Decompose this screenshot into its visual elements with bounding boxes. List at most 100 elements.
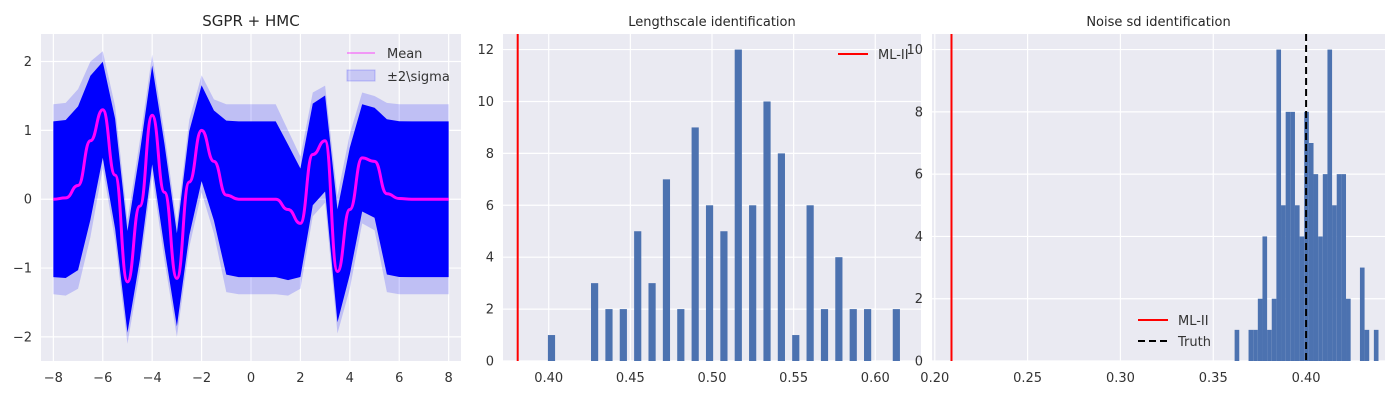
histogram-bar	[677, 309, 685, 361]
histogram-bar	[591, 283, 599, 361]
y-tick-label: 1	[24, 124, 32, 139]
histogram-bar	[1341, 174, 1347, 361]
histogram-bar	[1267, 329, 1272, 361]
histogram-bar	[1281, 205, 1286, 361]
x-tick-label: −8	[44, 371, 63, 386]
histogram-bar	[792, 335, 800, 361]
legend-ml2-label: ML-II	[1178, 314, 1209, 329]
histogram-bar	[1248, 329, 1254, 361]
mean-line	[53, 108, 449, 284]
histogram-bar	[820, 309, 829, 361]
histogram-bar	[1318, 236, 1323, 361]
y-tick-label: 10	[906, 43, 923, 58]
x-tick-label: 0.20	[920, 371, 949, 386]
histogram-bar	[1253, 329, 1258, 361]
y-tick-label: 10	[477, 95, 494, 110]
y-tick-label: −1	[13, 262, 32, 277]
histogram-bar	[1285, 111, 1291, 361]
histogram-bar	[864, 309, 872, 361]
x-tick-label: 0.40	[1292, 371, 1321, 386]
histogram-bar	[691, 127, 699, 361]
legend-band-swatch	[346, 69, 376, 82]
histogram-bar	[806, 205, 814, 361]
y-tick-label: 8	[486, 147, 494, 162]
legend-mean-label: Mean	[387, 47, 422, 62]
histogram-bar	[1359, 267, 1365, 361]
histogram-bar	[892, 309, 900, 361]
histogram-bar	[749, 205, 757, 361]
histogram-bar	[763, 101, 771, 361]
histogram-bar	[720, 231, 728, 361]
histogram-bar	[1373, 329, 1379, 361]
x-tick-label: −6	[93, 371, 112, 386]
histogram-bar	[605, 309, 613, 361]
plot-area	[516, 34, 900, 361]
histogram-bar	[835, 257, 843, 361]
chart-title: Lengthscale identification	[628, 15, 795, 30]
x-tick-label: 8	[445, 371, 453, 386]
panel-lengthscale-identification: 0.40 0.45 0.50 0.55 0.60 0 2 4 6 8 10 12 ML-II Length…	[477, 15, 921, 386]
y-tick-label: 2	[915, 292, 923, 307]
y-tick-label: 4	[915, 230, 923, 245]
x-tick-label: 0.50	[698, 371, 727, 386]
x-tick-label: −2	[192, 371, 211, 386]
histogram-bar	[1290, 111, 1295, 361]
x-tick-label: 2	[296, 371, 304, 386]
histogram-bar	[1294, 205, 1300, 361]
x-tick-label: 6	[395, 371, 403, 386]
histogram-bar	[1234, 329, 1240, 361]
histogram-bar	[1257, 298, 1263, 361]
y-tick-label: 12	[477, 43, 494, 58]
histogram-bar	[1299, 236, 1305, 361]
histogram-bar	[634, 231, 642, 361]
x-tick-label: 0.35	[1199, 371, 1228, 386]
legend-ml2-label: ML-II	[878, 48, 909, 63]
histogram-bar	[1262, 236, 1268, 361]
histogram-bar	[662, 179, 671, 361]
x-tick-label: 0	[247, 371, 255, 386]
y-tick-label: 0	[24, 193, 32, 208]
histogram-bar	[1313, 174, 1319, 361]
histogram-bar	[849, 309, 857, 361]
x-tick-label: 0.25	[1013, 371, 1042, 386]
histogram-bar	[1332, 205, 1337, 361]
chart-title: Noise sd identification	[1086, 15, 1230, 30]
histogram-bar	[1276, 49, 1282, 361]
plot-area	[53, 51, 449, 344]
histogram-bar	[1364, 329, 1370, 361]
y-tick-label: 8	[915, 105, 923, 120]
histogram-bar	[1271, 298, 1277, 361]
histogram-bar	[705, 205, 714, 361]
histogram-bar	[777, 153, 785, 361]
sigma-band	[53, 61, 449, 333]
y-tick-label: −2	[13, 330, 32, 345]
y-tick-label: 2	[486, 303, 494, 318]
y-tick-label: 6	[915, 168, 923, 183]
x-tick-label: 0.40	[534, 371, 563, 386]
x-tick-label: 4	[346, 371, 354, 386]
legend: Mean ±2\sigma	[346, 47, 450, 85]
legend: ML-II Truth	[1138, 314, 1211, 350]
y-tick-label: 0	[486, 355, 494, 370]
y-tick-label: 4	[486, 251, 494, 266]
legend-truth-label: Truth	[1177, 335, 1211, 350]
legend-band-label: ±2\sigma	[387, 70, 450, 85]
panel-sgpr-hmc: −8 −6 −4 −2 0 2 4 6 8 −2 −1 0 1 2 Mean ±2\sigma SGPR + H…	[13, 12, 461, 386]
panel-noise-sd-identification: 0.20 0.25 0.30 0.35 0.40 0 2 4 6 8 10 ML-II Truth Noi…	[906, 15, 1385, 386]
y-tick-label: 2	[24, 55, 32, 70]
histogram-bar	[648, 283, 656, 361]
histogram-bar	[1327, 49, 1333, 361]
chart-title: SGPR + HMC	[202, 12, 299, 30]
histogram-bar	[1322, 174, 1328, 361]
histogram-bar	[734, 49, 742, 361]
histogram-bar	[1308, 143, 1314, 361]
x-tick-label: −4	[143, 371, 162, 386]
plot-area	[950, 34, 1379, 361]
x-tick-label: 0.55	[779, 371, 808, 386]
y-tick-label: 0	[915, 355, 923, 370]
x-tick-label: 0.45	[616, 371, 645, 386]
x-tick-label: 0.60	[861, 371, 890, 386]
y-tick-label: 6	[486, 199, 494, 214]
legend: ML-II	[838, 48, 909, 63]
